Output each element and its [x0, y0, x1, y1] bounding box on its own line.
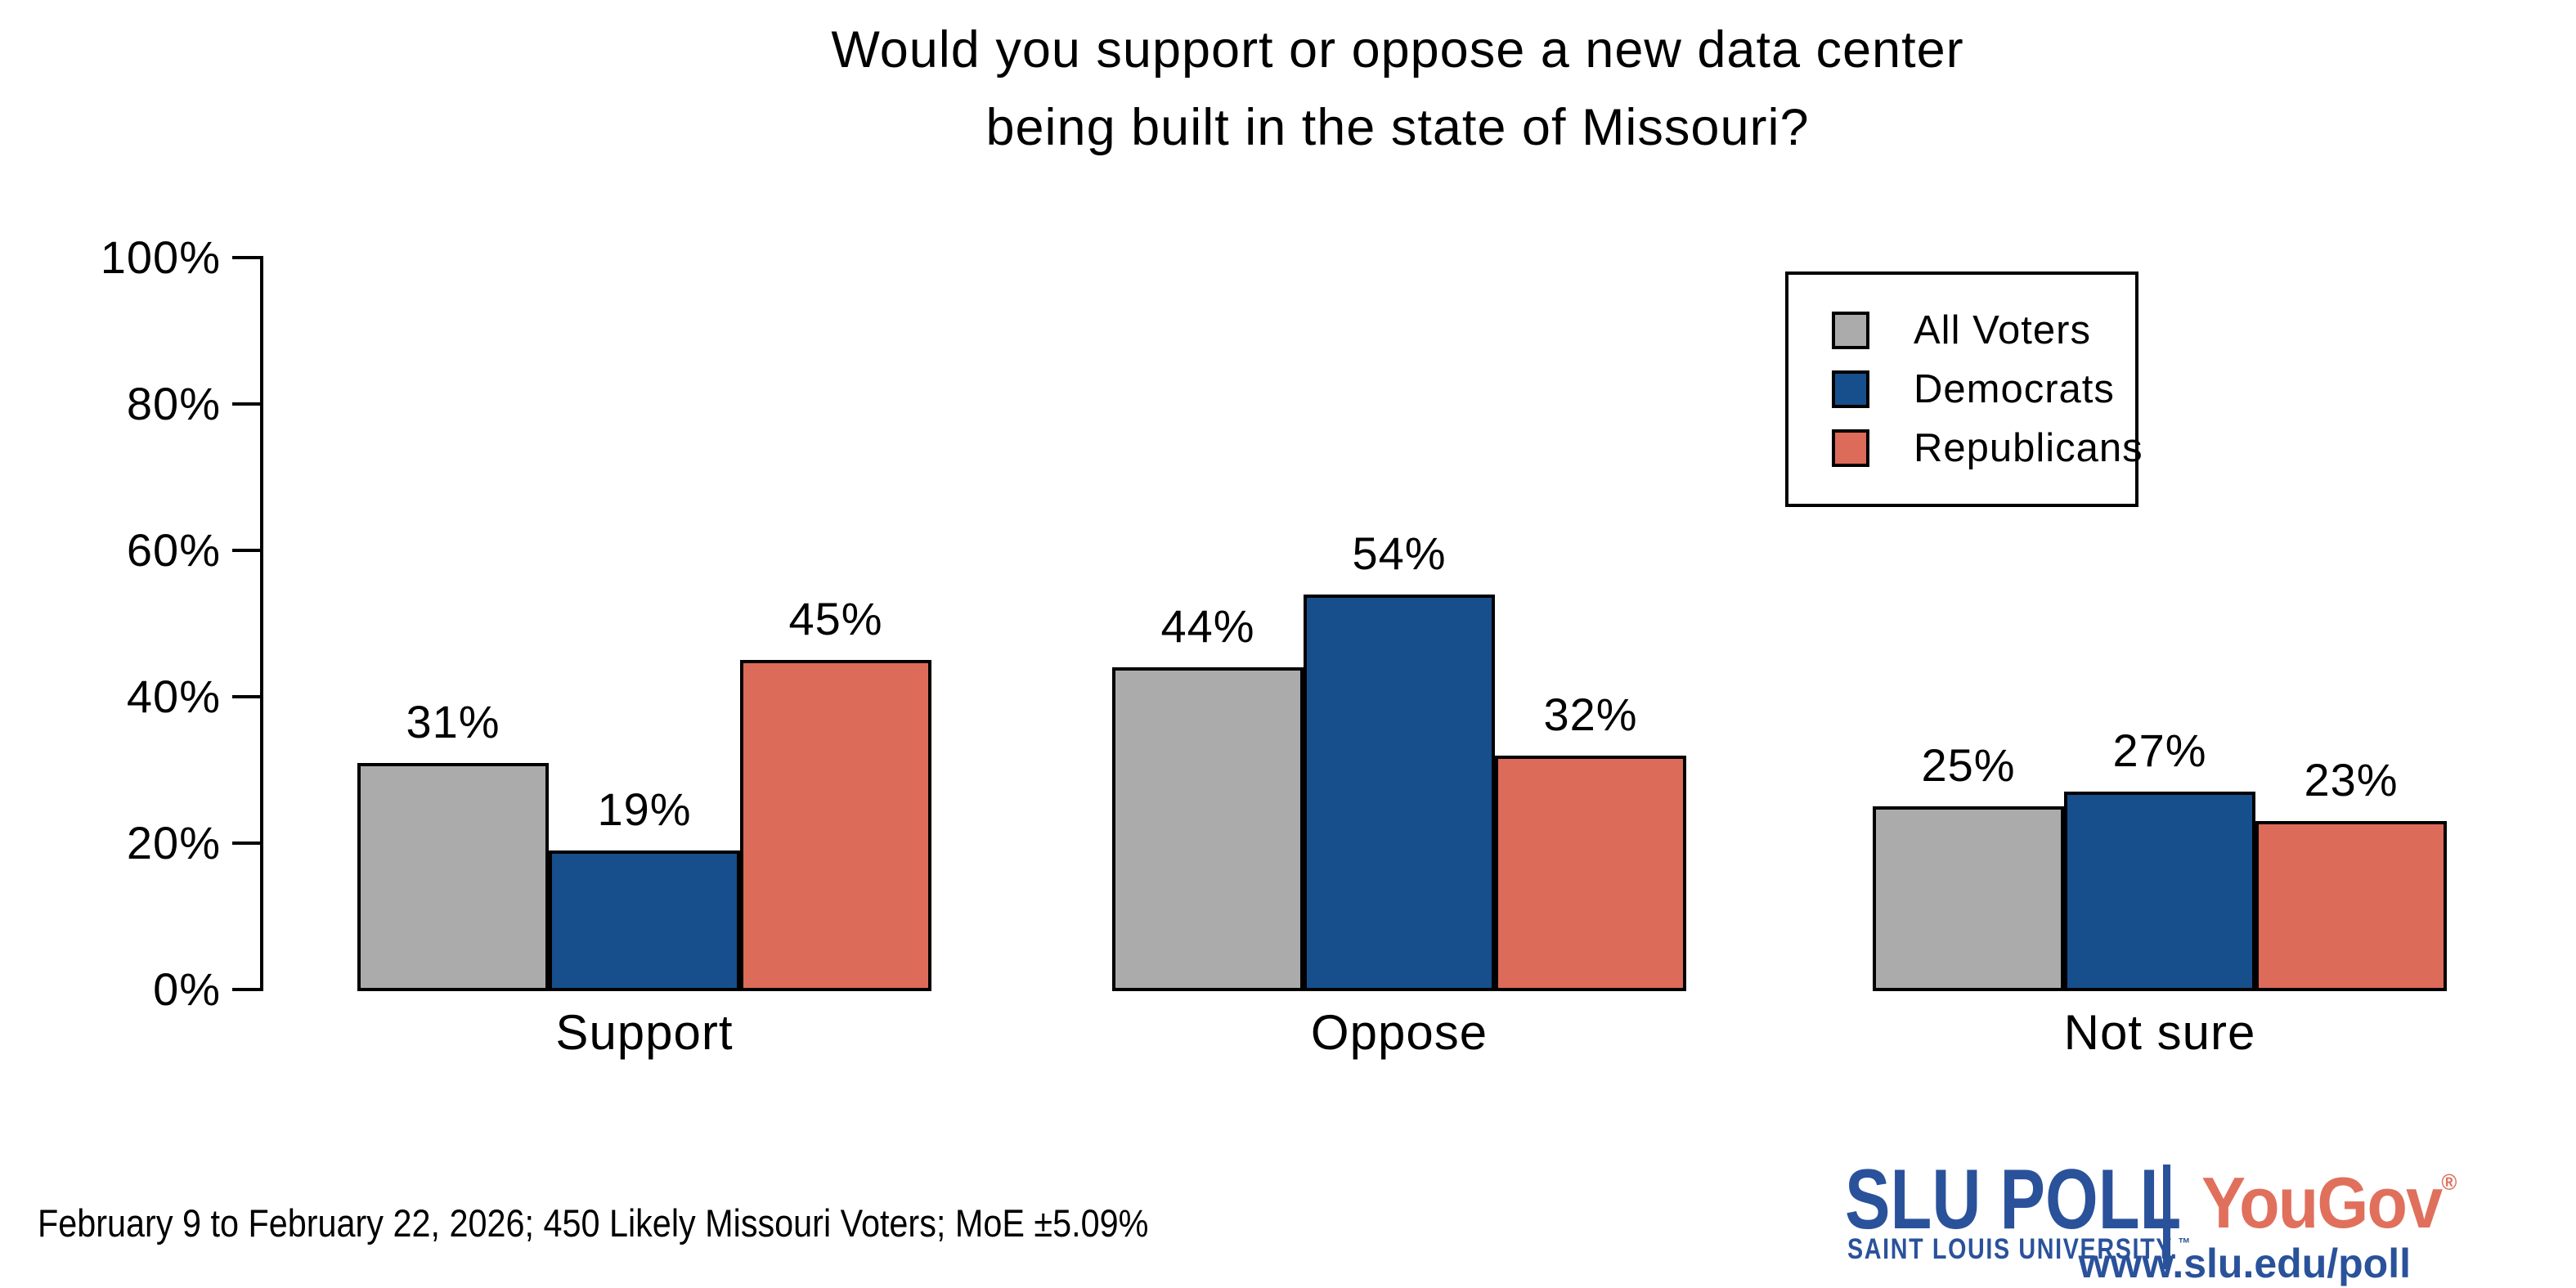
legend-row: All Voters: [1832, 301, 2135, 360]
legend-label: Republicans: [1914, 426, 2143, 470]
legend-label: All Voters: [1914, 308, 2091, 352]
trademark-symbol: ™: [2178, 1235, 2192, 1252]
legend: All Voters Democrats Republicans: [1785, 272, 2143, 507]
slu-poll-url: www.slu.edu/poll: [2078, 1241, 2412, 1286]
chart-title: Would you support or oppose a new data c…: [831, 11, 1963, 167]
value-label: 25%: [1921, 739, 2016, 791]
bar-republicans-oppose: [1495, 756, 1686, 991]
yougov-text: YouGov: [2201, 1162, 2443, 1243]
bar-republicans-not-sure: [2255, 821, 2447, 991]
legend-swatch-republicans: [1832, 429, 1869, 467]
chart-title-line-1: Would you support or oppose a new data c…: [831, 21, 1964, 79]
value-label: 45%: [788, 593, 883, 644]
bar-all-voters-support: [357, 763, 549, 991]
value-label: 44%: [1160, 600, 1255, 652]
value-label: 54%: [1352, 527, 1447, 579]
bar-democrats-not-sure: [2064, 792, 2255, 991]
y-tick-label: 20%: [126, 817, 221, 868]
y-tick-label: 60%: [126, 524, 221, 576]
footer-note: February 9 to February 22, 2026; 450 Lik…: [38, 1201, 1149, 1245]
y-axis-tick: [232, 402, 260, 406]
yougov-logo: YouGov®: [2201, 1161, 2457, 1245]
slu-poll-logo: SLU POLL: [1845, 1152, 2182, 1247]
chart-title-line-2: being built in the state of Missouri?: [985, 99, 1810, 156]
legend-label: Democrats: [1914, 367, 2115, 411]
category-label-oppose: Oppose: [1310, 1005, 1488, 1060]
value-label: 27%: [2112, 725, 2207, 776]
y-tick-label: 0%: [153, 963, 221, 1015]
y-axis-tick: [232, 549, 260, 552]
legend-swatch-all-voters: [1832, 312, 1869, 349]
bar-democrats-support: [549, 850, 740, 991]
y-axis-tick: [232, 841, 260, 845]
y-axis-tick: [232, 695, 260, 698]
category-label-support: Support: [555, 1005, 734, 1060]
registered-symbol: ®: [2441, 1169, 2457, 1195]
bar-all-voters-not-sure: [1873, 806, 2064, 991]
y-tick-label: 80%: [126, 378, 221, 429]
y-axis-line: [260, 256, 263, 991]
bar-republicans-support: [740, 660, 931, 991]
value-label: 19%: [597, 783, 692, 835]
bar-all-voters-oppose: [1112, 667, 1304, 991]
brand-separator-bar: [2163, 1165, 2170, 1269]
category-label-not-sure: Not sure: [2063, 1005, 2256, 1060]
bar-democrats-oppose: [1304, 595, 1495, 991]
slu-university-wordmark: SAINT LOUIS UNIVERSITY.™: [1847, 1233, 2192, 1266]
legend-swatch-democrats: [1832, 370, 1869, 408]
slu-university-text: SAINT LOUIS UNIVERSITY.: [1847, 1233, 2179, 1265]
y-tick-label: 40%: [126, 671, 221, 722]
value-label: 32%: [1543, 689, 1638, 740]
y-axis-tick: [232, 988, 260, 991]
value-label: 31%: [406, 696, 500, 747]
value-label: 23%: [2304, 754, 2399, 806]
y-axis-tick: [232, 256, 260, 259]
legend-row: Democrats: [1832, 360, 2135, 419]
legend-row: Republicans: [1832, 419, 2143, 478]
y-tick-label: 100%: [100, 231, 221, 283]
